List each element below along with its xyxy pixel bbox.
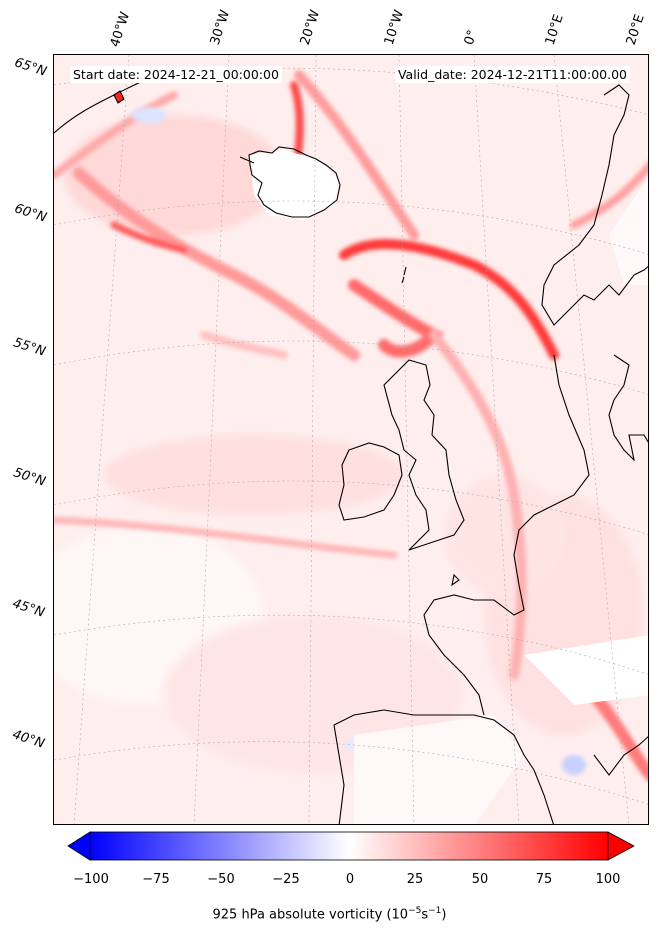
map-panel	[53, 54, 649, 825]
colorbar-label-exp1: −5	[408, 906, 422, 916]
lat-label-60n: 60°N	[12, 201, 49, 226]
colorbar-tick: 100	[595, 872, 621, 887]
lat-label-55n: 55°N	[11, 335, 48, 360]
coastlines	[54, 76, 648, 824]
colorbar-label-mid: s	[421, 907, 429, 923]
colorbar-tick: −100	[73, 872, 109, 887]
lat-label-45n: 45°N	[10, 596, 47, 621]
colorbar-label-prefix: 925 hPa absolute vorticity (10	[212, 907, 409, 923]
vorticity-bands	[54, 70, 648, 781]
colorbar-tick: 50	[471, 872, 489, 887]
graticule	[54, 55, 648, 824]
lon-label-10e: 10°E	[542, 12, 567, 48]
colorbar	[67, 831, 635, 861]
colorbar-label-suffix: )	[441, 907, 447, 923]
colorbar-label: 925 hPa absolute vorticity (10−5s−1)	[0, 906, 659, 922]
colorbar-min-extend	[67, 831, 91, 861]
lon-label-20e: 20°E	[623, 12, 648, 48]
lon-label-0: 0°	[461, 28, 481, 47]
lon-label-10w: 10°W	[381, 8, 408, 47]
colorbar-tick: −75	[142, 872, 170, 887]
valid-date-label: Valid_date: 2024-12-21T11:00:00.00	[394, 66, 630, 83]
colorbar-tick: 75	[535, 872, 553, 887]
lat-label-50n: 50°N	[11, 465, 48, 490]
lat-label-40n: 40°N	[10, 727, 47, 752]
colorbar-gradient	[89, 831, 609, 861]
colorbar-tick: −25	[272, 872, 300, 887]
colorbar-tick: 25	[406, 872, 424, 887]
lon-label-40w: 40°W	[107, 10, 134, 49]
start-date-label: Start date: 2024-12-21_00:00:00	[70, 66, 282, 83]
lat-label-65n: 65°N	[12, 55, 49, 80]
lon-label-20w: 20°W	[297, 8, 324, 47]
vorticity-map	[54, 55, 648, 824]
land-white-areas	[249, 150, 648, 824]
lon-label-30w: 30°W	[207, 8, 234, 47]
colorbar-tick: 0	[345, 872, 355, 887]
colorbar-max-extend	[607, 831, 635, 861]
colorbar-label-exp2: −1	[428, 906, 442, 916]
negative-vorticity-patches	[131, 107, 586, 775]
colorbar-tick: −50	[207, 872, 235, 887]
